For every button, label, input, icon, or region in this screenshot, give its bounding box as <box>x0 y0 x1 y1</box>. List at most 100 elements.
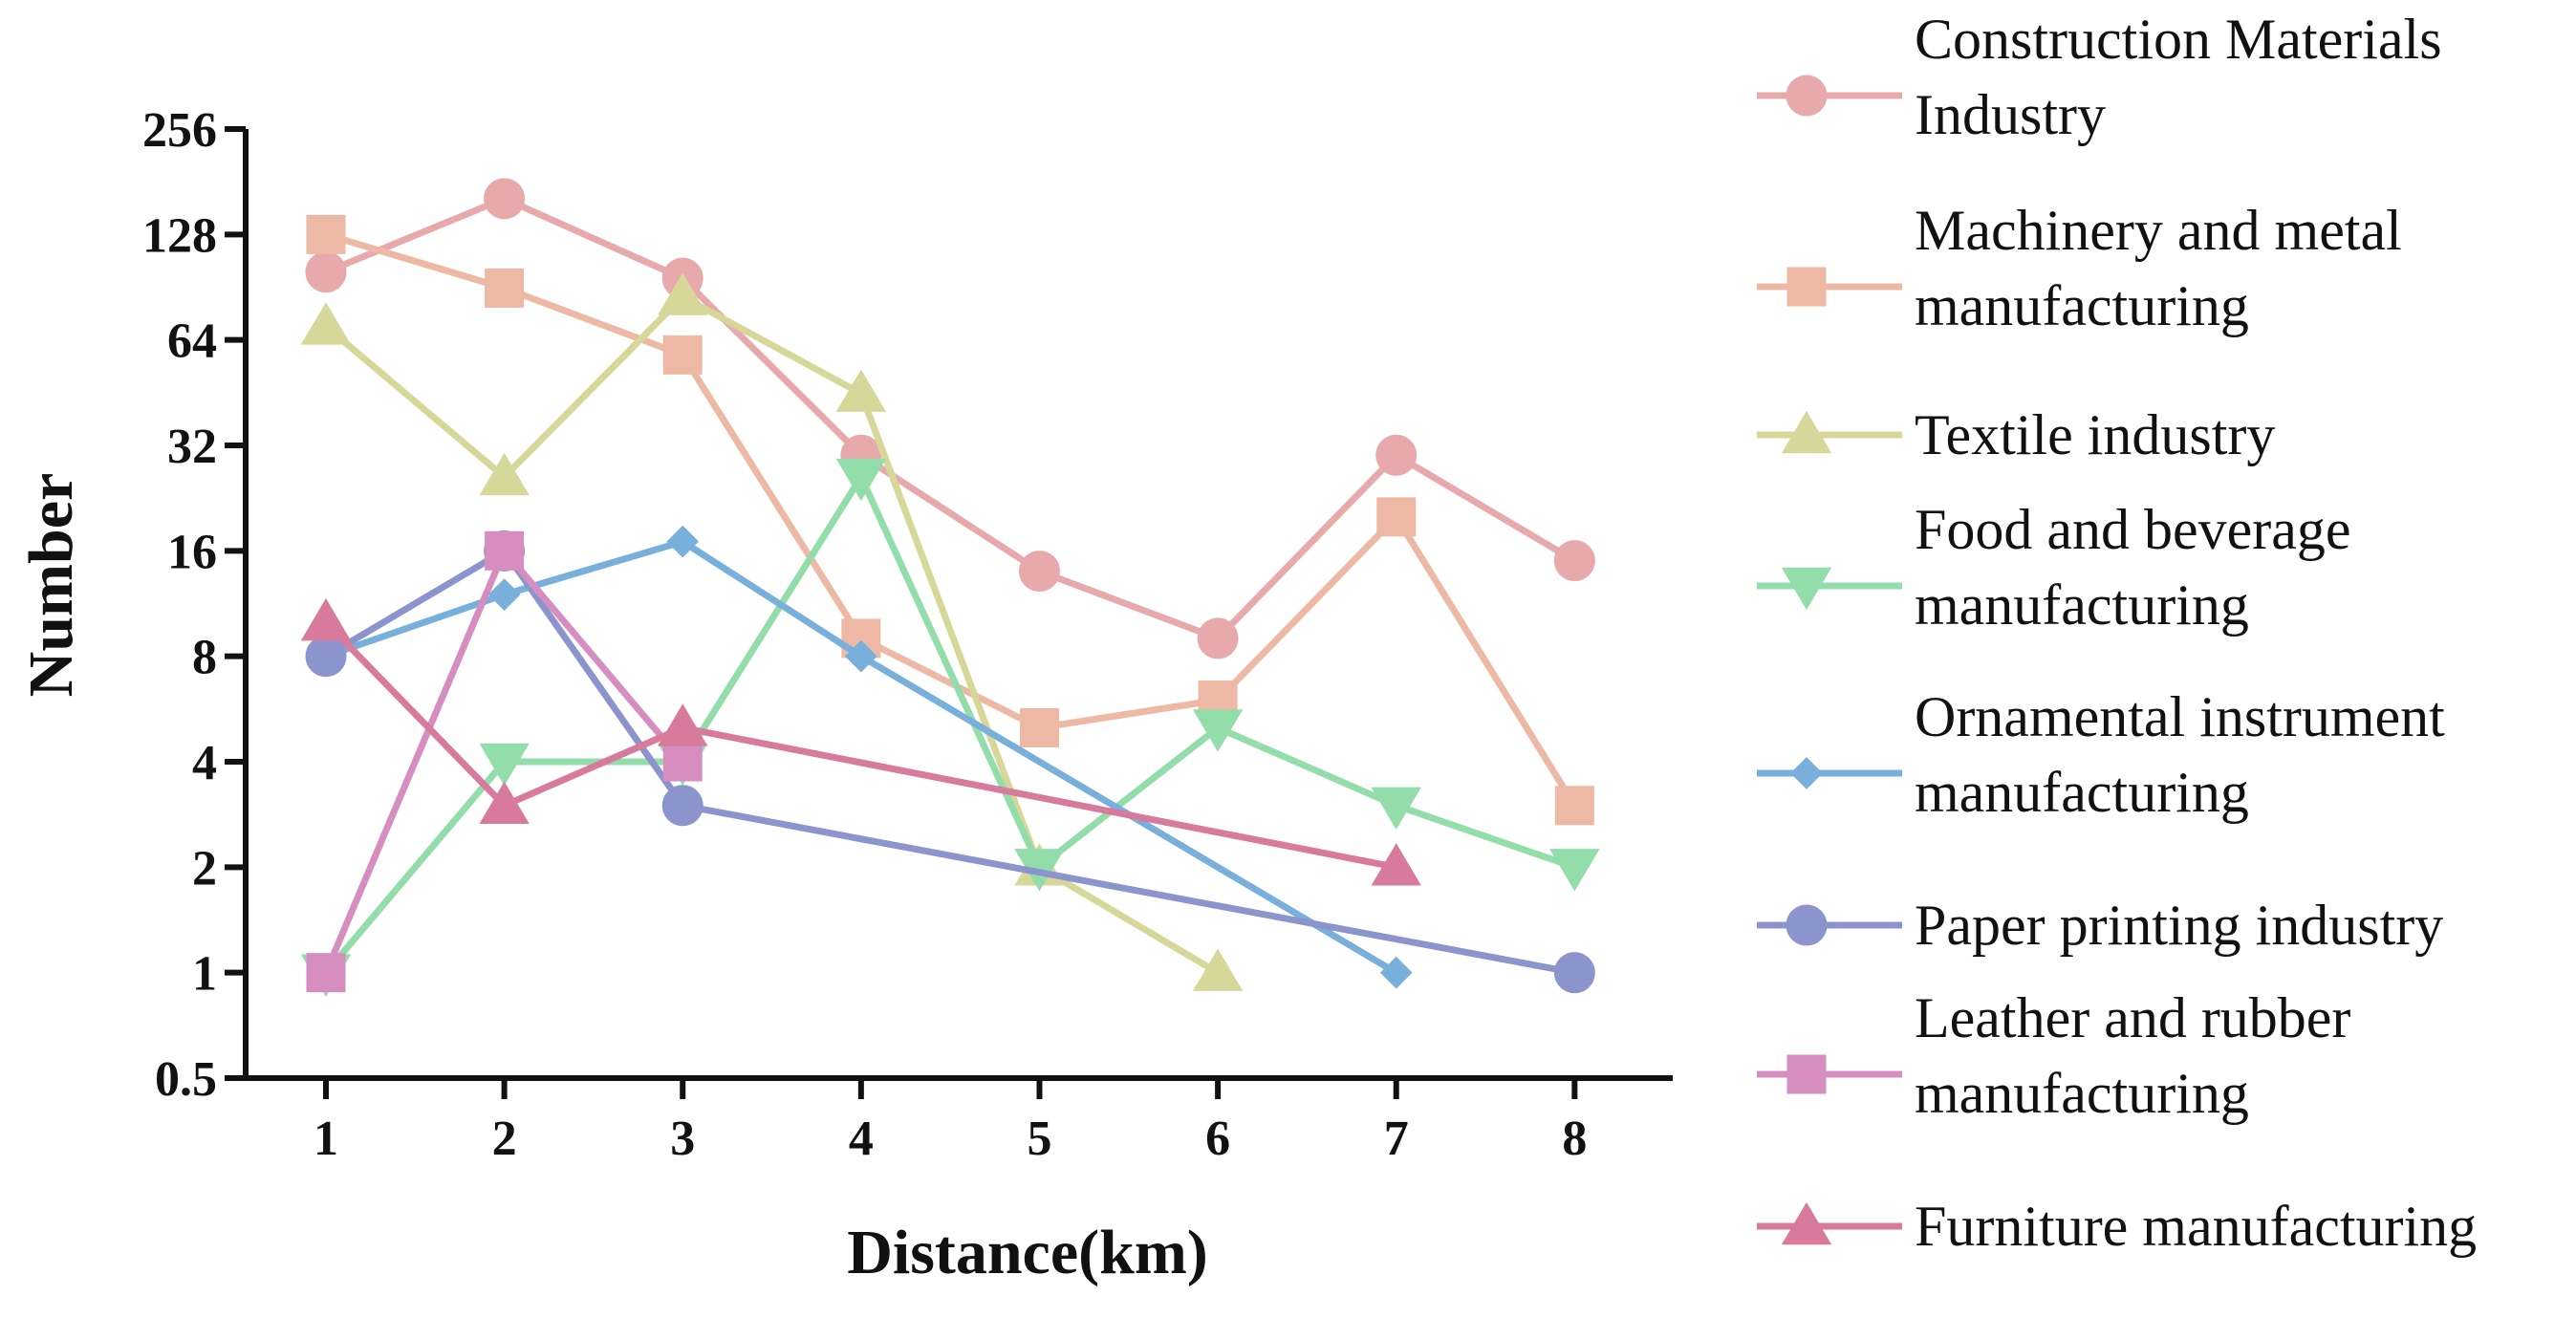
data-point <box>666 525 700 558</box>
legend-label: Machinery and metal <box>1915 199 2402 262</box>
x-tick-label: 1 <box>314 1112 338 1166</box>
y-tick-label: 32 <box>167 420 217 474</box>
data-point <box>1192 709 1244 752</box>
x-axis-title: Distance(km) <box>847 1218 1208 1287</box>
data-point <box>658 272 708 315</box>
data-point <box>1553 540 1595 582</box>
data-point <box>300 302 352 345</box>
data-point <box>662 335 703 375</box>
series-line <box>323 292 1220 976</box>
data-point <box>835 369 887 412</box>
data-point <box>306 953 346 993</box>
x-tick-label: 7 <box>1384 1112 1409 1166</box>
data-point <box>1018 551 1060 593</box>
series-line <box>324 195 1577 642</box>
data-point <box>479 781 530 824</box>
series-line <box>323 619 1397 871</box>
legend-label: Leather and rubber <box>1915 986 2350 1049</box>
legend-label: Industry <box>1915 83 2106 146</box>
legend-entry: Food and beverage manufacturing <box>1757 498 2351 637</box>
y-tick-label: 8 <box>192 631 217 685</box>
legend: Construction Materials Industry Machinery … <box>1757 8 2477 1258</box>
y-tick-label: 1 <box>192 947 217 1002</box>
data-point <box>305 636 347 678</box>
x-tick-label: 3 <box>670 1112 695 1166</box>
legend-label: Food and beverage <box>1915 498 2351 561</box>
legend-label: Ornamental instrument <box>1915 685 2445 748</box>
series-line <box>324 547 1576 977</box>
data-point <box>305 251 347 293</box>
data-point <box>1371 843 1421 886</box>
legend-marker <box>1786 75 1828 117</box>
series-line <box>324 230 1578 808</box>
x-tick-label: 5 <box>1027 1112 1051 1166</box>
x-ticks: 1 2 3 4 5 6 7 8 <box>314 1078 1587 1166</box>
data-point <box>1376 497 1417 537</box>
y-tick-label: 256 <box>142 103 217 158</box>
legend-entry: Leather and rubber manufacturing <box>1757 986 2350 1125</box>
legend-marker <box>1786 1054 1827 1094</box>
series-1 <box>306 214 1594 826</box>
data-point <box>1553 952 1595 994</box>
data-point <box>658 703 708 746</box>
legend-label: Paper printing industry <box>1915 894 2443 957</box>
series-7 <box>300 597 1421 886</box>
data-point <box>300 597 352 641</box>
plot-lines <box>300 178 1600 997</box>
data-point <box>1192 948 1244 991</box>
legend-label: manufacturing <box>1915 274 2249 337</box>
x-tick-label: 2 <box>492 1112 517 1166</box>
y-tick-label: 128 <box>142 208 217 263</box>
axes <box>243 129 1673 1081</box>
y-tick-label: 2 <box>192 841 217 896</box>
data-point <box>487 578 521 611</box>
series-line <box>323 473 1576 975</box>
data-point <box>306 214 346 254</box>
y-tick-label: 64 <box>167 314 217 369</box>
legend-label: Furniture manufacturing <box>1915 1195 2477 1258</box>
x-tick-label: 6 <box>1205 1112 1230 1166</box>
legend-entry: Machinery and metal manufacturing <box>1757 199 2402 337</box>
legend-label: manufacturing <box>1915 573 2249 637</box>
legend-entry: Ornamental instrument manufacturing <box>1757 685 2445 824</box>
y-ticks: 0.5 1 2 4 8 16 32 64 128 256 <box>142 103 246 1107</box>
legend-marker <box>1786 267 1827 307</box>
data-point <box>479 452 530 496</box>
data-point <box>1549 849 1600 892</box>
legend-label: manufacturing <box>1915 761 2249 824</box>
data-point <box>485 530 525 571</box>
data-point <box>662 742 703 782</box>
x-tick-label: 8 <box>1562 1112 1587 1166</box>
legend-label: Construction Materials <box>1915 8 2442 71</box>
legend-marker <box>1781 410 1832 454</box>
legend-entry: Paper printing industry <box>1757 894 2443 957</box>
data-point <box>1197 617 1239 659</box>
data-point <box>484 178 526 220</box>
data-point <box>485 268 525 308</box>
legend-label: Textile industry <box>1915 403 2275 466</box>
legend-marker <box>1781 1201 1832 1245</box>
data-point <box>835 458 887 502</box>
x-tick-label: 4 <box>849 1112 874 1166</box>
series-4 <box>310 525 1413 989</box>
legend-marker <box>1790 757 1823 789</box>
legend-entry: Textile industry <box>1757 403 2275 466</box>
y-tick-label: 0.5 <box>155 1052 217 1107</box>
data-point <box>1379 956 1413 989</box>
legend-marker <box>1781 567 1832 611</box>
legend-entry: Construction Materials Industry <box>1757 8 2442 146</box>
y-axis-title: Number <box>16 473 86 698</box>
data-point <box>479 743 530 787</box>
data-point <box>1371 787 1421 830</box>
legend-marker <box>1786 904 1828 946</box>
series-6 <box>306 530 703 993</box>
data-point <box>1375 434 1418 476</box>
data-point <box>1019 707 1059 747</box>
legend-entry: Furniture manufacturing <box>1757 1195 2477 1258</box>
legend-label: manufacturing <box>1915 1062 2249 1125</box>
y-tick-label: 4 <box>192 736 217 790</box>
y-tick-label: 16 <box>167 525 217 579</box>
data-point <box>661 785 704 827</box>
data-point <box>1554 786 1594 826</box>
